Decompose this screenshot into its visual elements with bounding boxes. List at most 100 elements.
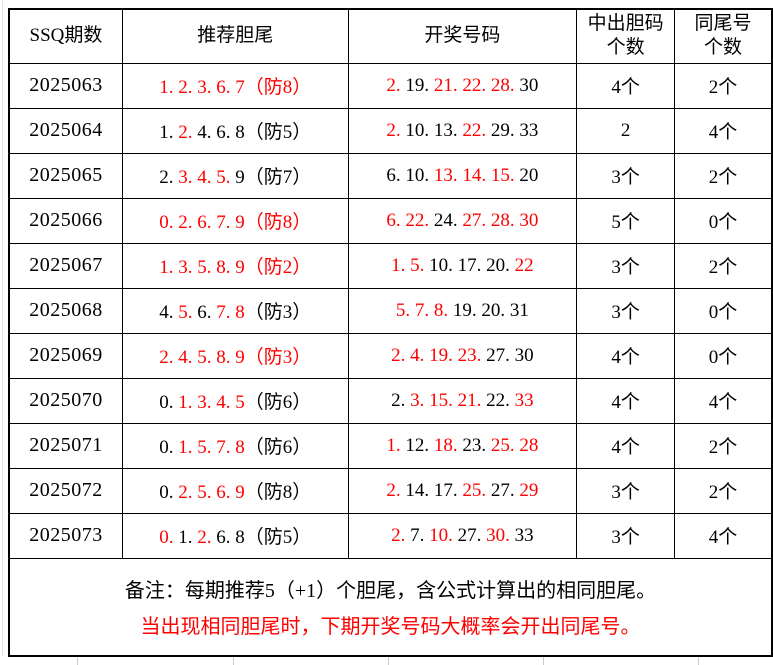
number-segment: 25. [462, 479, 491, 501]
number-segment: （防8） [244, 482, 312, 503]
note-line-2: 当出现相同胆尾时，下期开奖号码大概率会开出同尾号。 [140, 616, 641, 638]
recommend-tails-cell: 2. 3. 4. 5. 9（防7） [121, 152, 349, 199]
same-tail-count-cell: 0个 [674, 332, 773, 379]
number-segment: 2. 4. 5. 8. 9（防3） [159, 347, 312, 368]
number-segment: 29. 33 [490, 119, 539, 141]
table-row: 2025072 0. 2. 5. 6. 9（防8） 2. 14. 17. 25. 2… [8, 467, 773, 514]
number-segment: 5. [178, 302, 198, 323]
column-header-3: 中出胆码 个数 [576, 8, 676, 64]
number-segment: 27. 28. 30 [462, 209, 539, 231]
same-tail-count-cell: 0个 [674, 287, 773, 334]
spreadsheet-strip [0, 657, 773, 665]
period-cell: 2025069 [8, 332, 123, 379]
table-row: 2025065 2. 3. 4. 5. 9（防7） 6. 10. 13. 14. 1… [8, 152, 773, 199]
prediction-table: SSQ期数 推荐胆尾 开奖号码 中出胆码 个数 同尾号 个数 2025063 1. 2. … [8, 8, 773, 657]
number-segment: 2. [178, 122, 198, 143]
hit-count-cell: 2 [576, 107, 676, 154]
winning-numbers-cell: 6. 22. 24. 27. 28. 30 [347, 197, 578, 244]
grid-line [388, 657, 389, 665]
number-segment: 1. 3. 4. 5 [178, 392, 245, 413]
number-segment: （防6） [244, 437, 312, 458]
number-segment: 6. 10. [386, 164, 434, 186]
same-tail-count-cell: 4个 [674, 377, 773, 424]
note-line-1: 备注：每期推荐5（+1）个胆尾，含公式计算出的相同胆尾。 [124, 580, 657, 602]
grid-line [233, 657, 234, 665]
period-cell: 2025067 [8, 242, 123, 289]
number-segment: 3. 4. 5. [178, 167, 236, 188]
number-segment: 1. [386, 434, 406, 456]
table-row: 2025069 2. 4. 5. 8. 9（防3） 2. 4. 19. 23. 27… [8, 332, 773, 379]
number-segment: 22 [514, 254, 534, 276]
number-segment: 3. 15. 21. [410, 389, 487, 411]
table-row: 2025066 0. 2. 6. 7. 9（防8） 6. 22. 24. 27. 2… [8, 197, 773, 244]
hit-count-cell: 4个 [576, 332, 676, 379]
period-cell: 2025066 [8, 197, 123, 244]
number-segment: 30. [486, 524, 515, 546]
winning-numbers-cell: 2. 10. 13. 22. 29. 33 [347, 107, 578, 154]
number-segment: 2. [197, 527, 217, 548]
same-tail-count-cell: 2个 [674, 242, 773, 289]
number-segment: 1. [159, 122, 179, 143]
period-cell: 2025063 [8, 62, 123, 109]
recommend-tails-cell: 0. 1. 3. 4. 5（防6） [121, 377, 349, 424]
number-segment: 29 [519, 479, 539, 501]
table-row: 2025064 1. 2. 4. 6. 8（防5） 2. 10. 13. 22. 2… [8, 107, 773, 154]
number-segment: 0. 2. 6. 7. 9（防8） [159, 212, 312, 233]
note-row: 备注：每期推荐5（+1）个胆尾，含公式计算出的相同胆尾。 当出现相同胆尾时，下期… [8, 557, 773, 656]
number-segment: 7. [410, 524, 430, 546]
number-segment: 6. 22. [386, 209, 434, 231]
header-row: SSQ期数 推荐胆尾 开奖号码 中出胆码 个数 同尾号 个数 [8, 8, 773, 64]
number-segment: 7. 8 [216, 302, 245, 323]
number-segment: 14. 17. [405, 479, 463, 501]
hit-count-cell: 4个 [576, 422, 676, 469]
table-body: 2025063 1. 2. 3. 6. 7（防8） 2. 19. 21. 22. 2… [8, 62, 773, 559]
number-segment: 33 [514, 524, 534, 546]
period-cell: 2025070 [8, 377, 123, 424]
period-cell: 2025071 [8, 422, 123, 469]
winning-numbers-cell: 5. 7. 8. 19. 20. 31 [347, 287, 578, 334]
winning-numbers-cell: 2. 19. 21. 22. 28. 30 [347, 62, 578, 109]
number-segment: （防3） [244, 302, 312, 323]
number-segment: （防6） [244, 392, 312, 413]
column-header-4: 同尾号 个数 [674, 8, 773, 64]
table-row: 2025073 0. 1. 2. 6. 8（防5） 2. 7. 10. 27. 30… [8, 512, 773, 559]
number-segment: 18. [433, 434, 463, 456]
number-segment: 19. [405, 74, 434, 96]
number-segment: 2. [159, 167, 179, 188]
number-segment: 2. [386, 74, 406, 96]
period-cell: 2025072 [8, 467, 123, 514]
hit-count-cell: 4个 [576, 62, 676, 109]
spreadsheet-grid-line-left [2, 0, 3, 665]
number-segment: 27. [457, 524, 487, 546]
number-segment: 2. [391, 524, 411, 546]
note-cell: 备注：每期推荐5（+1）个胆尾，含公式计算出的相同胆尾。 当出现相同胆尾时，下期… [8, 557, 773, 656]
same-tail-count-cell: 2个 [674, 422, 773, 469]
winning-numbers-cell: 1. 5. 10. 17. 20. 22 [347, 242, 578, 289]
number-segment: 5. 7. 8. [395, 299, 453, 321]
same-tail-count-cell: 2个 [674, 152, 773, 199]
same-tail-count-cell: 4个 [674, 107, 773, 154]
winning-numbers-cell: 1. 12. 18. 23. 25. 28 [347, 422, 578, 469]
number-segment: 25. 28 [490, 434, 539, 456]
period-cell: 2025068 [8, 287, 123, 334]
number-segment: 30 [519, 74, 539, 96]
column-header-1: 推荐胆尾 [121, 8, 349, 64]
winning-numbers-cell: 2. 14. 17. 25. 27. 29 [347, 467, 578, 514]
recommend-tails-cell: 0. 1. 5. 7. 8（防6） [121, 422, 349, 469]
grid-line [77, 657, 78, 665]
number-segment: 33 [514, 389, 534, 411]
column-header-0: SSQ期数 [8, 8, 123, 64]
hit-count-cell: 3个 [576, 287, 676, 334]
period-cell: 2025064 [8, 107, 123, 154]
number-segment: 2. [391, 389, 411, 411]
number-segment: 21. 22. 28. [433, 74, 520, 96]
hit-count-cell: 5个 [576, 197, 676, 244]
number-segment: 10. 17. 20. [429, 254, 515, 276]
number-segment: 22. [486, 389, 515, 411]
winning-numbers-cell: 2. 7. 10. 27. 30. 33 [347, 512, 578, 559]
same-tail-count-cell: 2个 [674, 467, 773, 514]
table-row: 2025068 4. 5. 6. 7. 8（防3） 5. 7. 8. 19. 20.… [8, 287, 773, 334]
hit-count-cell: 3个 [576, 242, 676, 289]
number-segment: 24. [433, 209, 463, 231]
recommend-tails-cell: 4. 5. 6. 7. 8（防3） [121, 287, 349, 334]
